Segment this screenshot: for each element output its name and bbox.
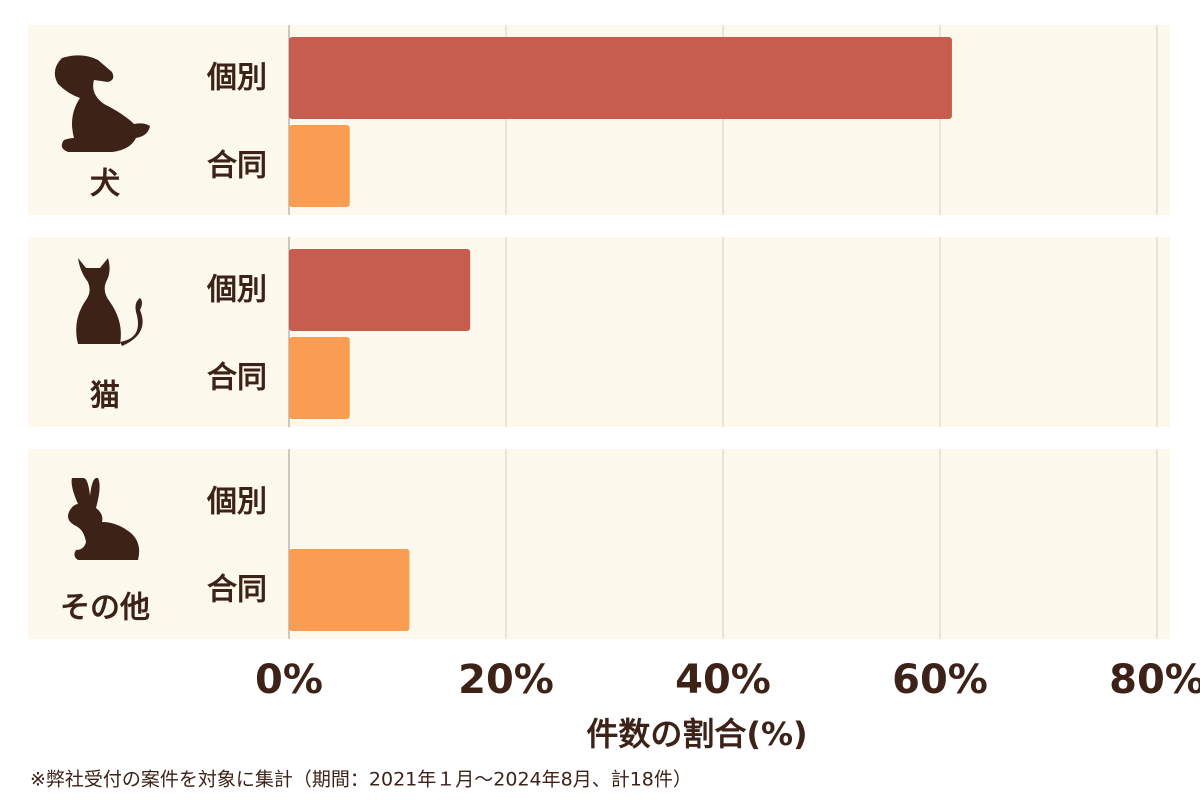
panel [28,449,1170,639]
bar [289,125,350,207]
x-tick-label: 80% [1109,657,1200,703]
footnote: ※弊社受付の案件を対象に集計（期間：2021年１月～2024年8月、計18件） [30,769,692,791]
rabbit-icon [68,477,140,560]
bar [289,337,350,419]
row-label: 個別 [206,485,267,520]
group-label: 犬 [90,167,120,202]
group-label: 猫 [90,379,120,414]
bar [289,37,952,119]
cat-icon [76,258,143,346]
row-label: 個別 [206,61,267,96]
bar [289,549,410,631]
x-tick-label: 60% [892,657,988,703]
x-axis-title: 件数の割合(%) [586,715,807,753]
x-tick-label: 20% [458,657,554,703]
row-label: 合同 [207,573,267,608]
row-label: 合同 [207,361,267,396]
dog-icon [54,55,150,152]
panel [28,237,1170,427]
bar [289,249,471,331]
row-label: 個別 [206,273,267,308]
x-tick-label: 40% [675,657,771,703]
row-label: 合同 [207,149,267,184]
icons [54,55,150,560]
x-tick-label: 0% [255,657,323,703]
group-label: その他 [60,591,150,626]
